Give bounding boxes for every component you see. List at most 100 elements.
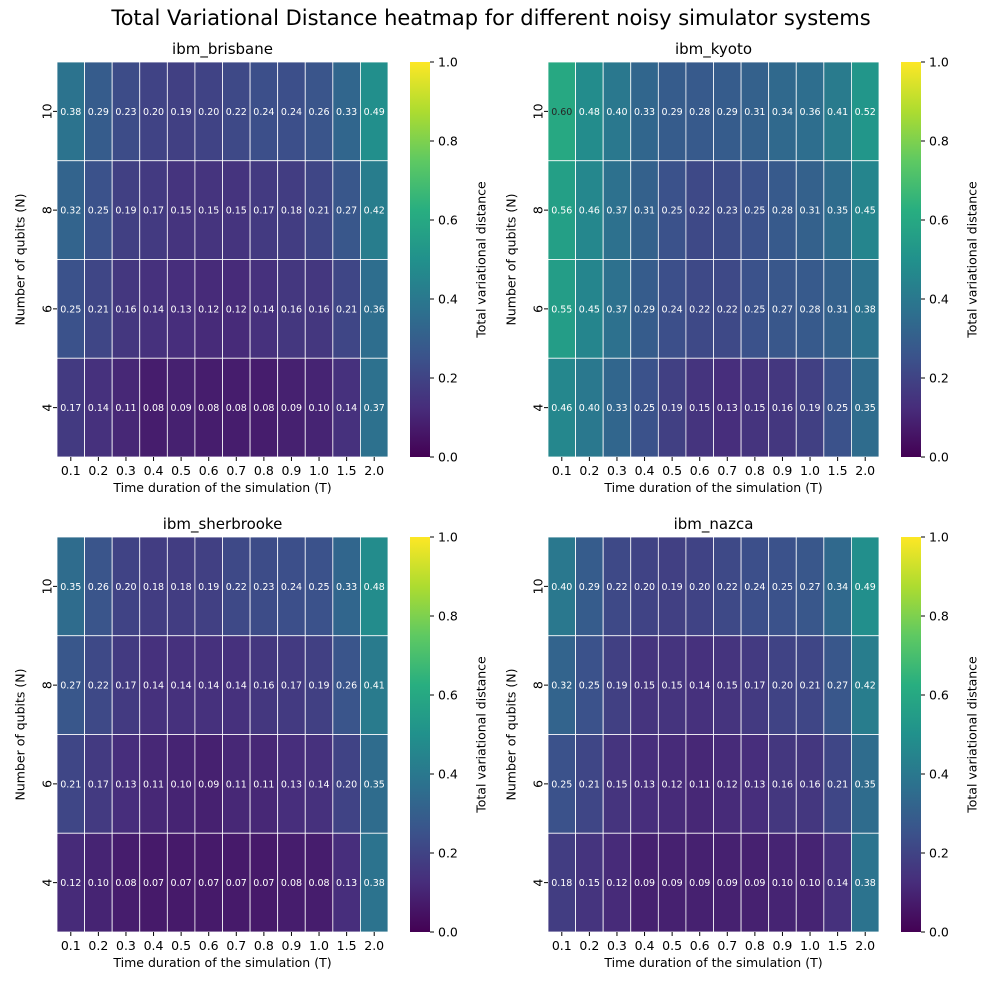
cell-label: 0.55 bbox=[551, 304, 572, 315]
cell-label: 0.36 bbox=[799, 107, 820, 118]
colorbar-tick-label: 1.0 bbox=[929, 530, 949, 545]
heatmap-cell bbox=[768, 357, 797, 458]
colorbar-tick-label: 0.0 bbox=[438, 925, 458, 940]
heatmap-cell bbox=[657, 160, 687, 260]
heatmap-cell bbox=[139, 635, 168, 735]
cell-label: 0.24 bbox=[662, 304, 683, 315]
cell-label: 0.60 bbox=[551, 107, 572, 118]
cell-label: 0.09 bbox=[689, 878, 710, 889]
cell-label: 0.17 bbox=[281, 681, 302, 692]
heatmap-cell bbox=[685, 61, 714, 162]
cell-label: 0.21 bbox=[336, 304, 357, 315]
cell-label: 0.10 bbox=[88, 878, 109, 889]
cell-label: 0.29 bbox=[88, 107, 109, 118]
heatmap-cell bbox=[249, 635, 279, 735]
heatmap-cell bbox=[713, 61, 742, 162]
heatmap-cell bbox=[360, 832, 389, 933]
heatmap-cell bbox=[249, 832, 279, 933]
heatmap-cell bbox=[332, 536, 361, 637]
heatmap-cell bbox=[823, 734, 852, 834]
cell-label: 0.13 bbox=[171, 304, 192, 315]
colorbar-tick-label: 1.0 bbox=[438, 530, 458, 545]
cell-label: 0.46 bbox=[551, 403, 572, 414]
heatmap-cell bbox=[685, 357, 714, 458]
cell-label: 0.19 bbox=[308, 681, 329, 692]
colorbar-tick-label: 0.6 bbox=[438, 213, 458, 228]
colorbar bbox=[901, 537, 921, 932]
cell-label: 0.12 bbox=[60, 878, 81, 889]
heatmap-cell bbox=[602, 160, 632, 260]
heatmap-cell bbox=[768, 734, 797, 834]
cell-label: 0.14 bbox=[827, 878, 848, 889]
x-tick-label: 0.6 bbox=[199, 938, 219, 953]
cell-label: 0.21 bbox=[799, 681, 820, 692]
heatmap-cell bbox=[630, 61, 659, 162]
heatmap-cell bbox=[547, 635, 576, 735]
cell-label: 0.22 bbox=[606, 582, 627, 593]
heatmap-cell bbox=[657, 635, 687, 735]
cell-label: 0.13 bbox=[336, 878, 357, 889]
cell-label: 0.14 bbox=[253, 304, 274, 315]
heatmap-cell bbox=[194, 536, 223, 637]
heatmap-cell bbox=[795, 832, 825, 933]
cell-label: 0.15 bbox=[579, 878, 600, 889]
heatmap-cell bbox=[222, 635, 251, 735]
cell-label: 0.34 bbox=[827, 582, 848, 593]
heatmap-cell bbox=[277, 536, 306, 637]
x-tick-label: 1.0 bbox=[309, 463, 329, 478]
cell-label: 0.27 bbox=[772, 304, 793, 315]
heatmap-cell bbox=[84, 61, 113, 162]
y-axis-label: Number of qubits (N) bbox=[504, 669, 519, 801]
cell-label: 0.34 bbox=[772, 107, 793, 118]
x-tick-label: 0.9 bbox=[773, 463, 793, 478]
cell-label: 0.20 bbox=[198, 107, 219, 118]
heatmap-cell bbox=[84, 357, 113, 458]
heatmap-cell bbox=[713, 160, 742, 260]
x-tick-label: 1.0 bbox=[309, 938, 329, 953]
y-tick-label: 4 bbox=[40, 879, 55, 887]
cell-label: 0.20 bbox=[143, 107, 164, 118]
heatmap-cell bbox=[56, 734, 85, 834]
x-tick-label: 0.8 bbox=[745, 463, 765, 478]
colorbar-tick-label: 0.2 bbox=[929, 846, 949, 861]
cell-label: 0.27 bbox=[799, 582, 820, 593]
cell-label: 0.38 bbox=[855, 304, 876, 315]
heatmap-cell bbox=[194, 259, 223, 359]
x-tick-label: 0.5 bbox=[662, 938, 682, 953]
heatmap-cell bbox=[84, 160, 113, 260]
cell-label: 0.26 bbox=[308, 107, 329, 118]
heatmap-cell bbox=[166, 536, 196, 637]
x-tick-label: 0.3 bbox=[116, 463, 136, 478]
cell-label: 0.11 bbox=[253, 779, 274, 790]
cell-label: 0.10 bbox=[171, 779, 192, 790]
heatmap-cell bbox=[194, 160, 223, 260]
cell-label: 0.22 bbox=[689, 304, 710, 315]
heatmap-cell bbox=[166, 635, 196, 735]
heatmap-cell bbox=[630, 734, 659, 834]
cell-label: 0.16 bbox=[799, 779, 820, 790]
cell-label: 0.24 bbox=[744, 582, 765, 593]
panel-title: ibm_kyoto bbox=[675, 40, 752, 59]
cell-label: 0.42 bbox=[364, 206, 385, 217]
x-tick-label: 0.2 bbox=[88, 938, 108, 953]
cell-label: 0.20 bbox=[336, 779, 357, 790]
x-tick-label: 0.7 bbox=[226, 463, 246, 478]
cell-label: 0.14 bbox=[143, 681, 164, 692]
cell-label: 0.25 bbox=[308, 582, 329, 593]
cell-label: 0.25 bbox=[827, 403, 848, 414]
cell-label: 0.19 bbox=[799, 403, 820, 414]
cell-label: 0.07 bbox=[253, 878, 274, 889]
cell-label: 0.42 bbox=[855, 681, 876, 692]
cell-label: 0.15 bbox=[717, 681, 738, 692]
cell-label: 0.25 bbox=[60, 304, 81, 315]
heatmap-cell bbox=[575, 536, 604, 637]
x-tick-label: 1.0 bbox=[800, 938, 820, 953]
heatmap-cell bbox=[713, 734, 742, 834]
y-tick-label: 10 bbox=[531, 103, 546, 119]
heatmap-cell bbox=[56, 61, 85, 162]
heatmap-cell bbox=[823, 635, 852, 735]
cell-label: 0.15 bbox=[744, 403, 765, 414]
heatmap-panel-ibm_kyoto: 0.60 0.48 0.40 0.33 0.29 0.28 0.29 0.31 0.34 0.36… bbox=[504, 40, 980, 495]
heatmap-cell bbox=[740, 536, 770, 637]
cell-label: 0.16 bbox=[308, 304, 329, 315]
